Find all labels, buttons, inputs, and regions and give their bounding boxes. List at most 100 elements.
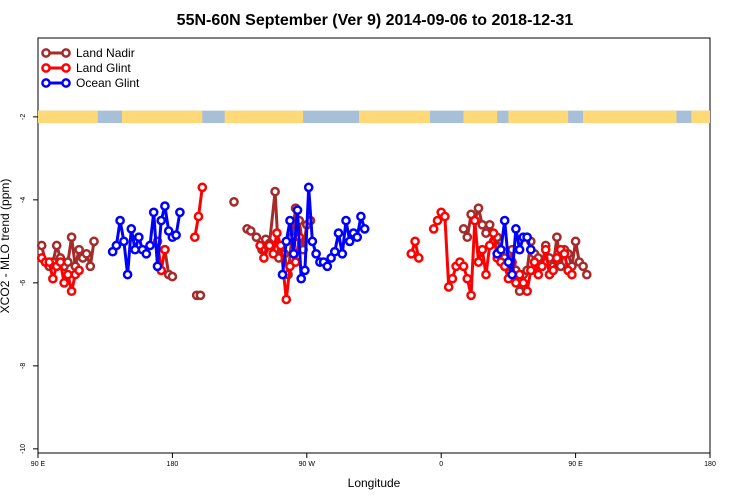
- land-band: [359, 110, 430, 124]
- x-tick-label: 180: [704, 461, 716, 468]
- data-point: [44, 257, 55, 267]
- legend-label: Land Glint: [76, 61, 131, 75]
- data-point: [458, 261, 469, 272]
- data-point: [514, 244, 525, 255]
- data-point: [352, 232, 363, 243]
- data-point: [160, 201, 170, 211]
- land-ocean-strip: [38, 110, 710, 124]
- data-point: [578, 261, 588, 272]
- legend-marker: [41, 48, 51, 58]
- data-point: [195, 290, 206, 301]
- data-point: [296, 273, 307, 284]
- data-point: [288, 248, 299, 259]
- data-point: [484, 240, 495, 251]
- data-point: [74, 244, 84, 255]
- data-point: [290, 257, 301, 267]
- data-point: [359, 224, 370, 234]
- axes: 90 E 180 90 W 0 90 E 180 -2 -4 -6 -8 -10: [20, 114, 716, 468]
- data-point: [432, 215, 443, 226]
- plot-frame: [37, 37, 711, 454]
- data-point: [245, 226, 256, 236]
- data-point: [462, 232, 473, 243]
- data-point: [525, 265, 536, 276]
- data-point: [537, 261, 547, 272]
- legend-marker: [41, 78, 51, 88]
- data-point: [59, 278, 69, 288]
- data-point: [133, 232, 144, 243]
- legend-label: Land Nadir: [76, 46, 135, 60]
- data-point: [440, 211, 450, 222]
- y-tick-label: -4: [20, 197, 27, 203]
- y-tick-label: -8: [20, 363, 27, 369]
- data-point: [481, 269, 491, 280]
- data-point: [481, 228, 491, 238]
- data-point: [514, 269, 525, 280]
- data-point: [229, 197, 239, 207]
- y-tick-label: -6: [20, 280, 27, 286]
- data-point: [341, 215, 351, 226]
- data-point: [171, 230, 181, 240]
- land-band: [38, 110, 98, 124]
- data-point: [570, 236, 581, 247]
- x-tick-label: 90 E: [568, 461, 583, 468]
- data-point: [272, 228, 282, 238]
- data-point: [277, 269, 288, 280]
- x-tick-label: 180: [167, 461, 179, 468]
- data-point: [462, 273, 473, 284]
- data-point: [503, 257, 514, 267]
- series-land-glint: [36, 182, 577, 305]
- y-tick-label: -10: [20, 444, 27, 454]
- legend-marker: [61, 78, 71, 88]
- data-point: [175, 207, 185, 218]
- data-point: [292, 205, 303, 216]
- data-point: [270, 186, 280, 197]
- data-point: [281, 236, 292, 247]
- data-point: [466, 290, 476, 301]
- data-point: [548, 265, 559, 276]
- data-point: [477, 219, 488, 230]
- data-point: [552, 232, 562, 243]
- data-point: [66, 286, 77, 297]
- legend-marker: [61, 48, 71, 58]
- x-tick-label: 90 W: [299, 461, 316, 468]
- data-point: [511, 278, 521, 288]
- data-point: [552, 253, 562, 263]
- data-point: [443, 282, 454, 292]
- data-point: [344, 236, 355, 247]
- data-point: [484, 219, 495, 230]
- data-point: [189, 232, 200, 243]
- land-band: [122, 110, 203, 124]
- data-point: [268, 248, 279, 259]
- x-axis-label: Longitude: [348, 476, 401, 490]
- data-point: [507, 269, 517, 280]
- data-point: [514, 286, 525, 297]
- data-point: [522, 232, 532, 243]
- data-point: [152, 261, 163, 272]
- legend-marker: [41, 63, 51, 73]
- data-point: [66, 232, 77, 243]
- legend-marker: [61, 63, 71, 73]
- data-point: [447, 273, 458, 284]
- y-tick-label: -2: [20, 114, 27, 120]
- data-point: [540, 244, 551, 255]
- series-layer: [36, 182, 592, 305]
- data-point: [533, 269, 544, 280]
- data-point: [529, 257, 540, 267]
- data-point: [307, 236, 318, 247]
- data-point: [285, 215, 295, 226]
- data-point: [36, 240, 47, 251]
- data-point: [522, 286, 532, 297]
- data-point: [160, 244, 170, 255]
- data-point: [115, 215, 125, 226]
- data-point: [567, 269, 577, 280]
- data-point: [141, 248, 152, 259]
- data-point: [518, 278, 529, 288]
- data-point: [111, 240, 122, 251]
- data-point: [130, 244, 140, 255]
- data-point: [145, 240, 155, 251]
- land-band: [691, 110, 710, 124]
- data-point: [311, 248, 321, 259]
- data-point: [259, 253, 269, 263]
- data-point: [81, 248, 92, 259]
